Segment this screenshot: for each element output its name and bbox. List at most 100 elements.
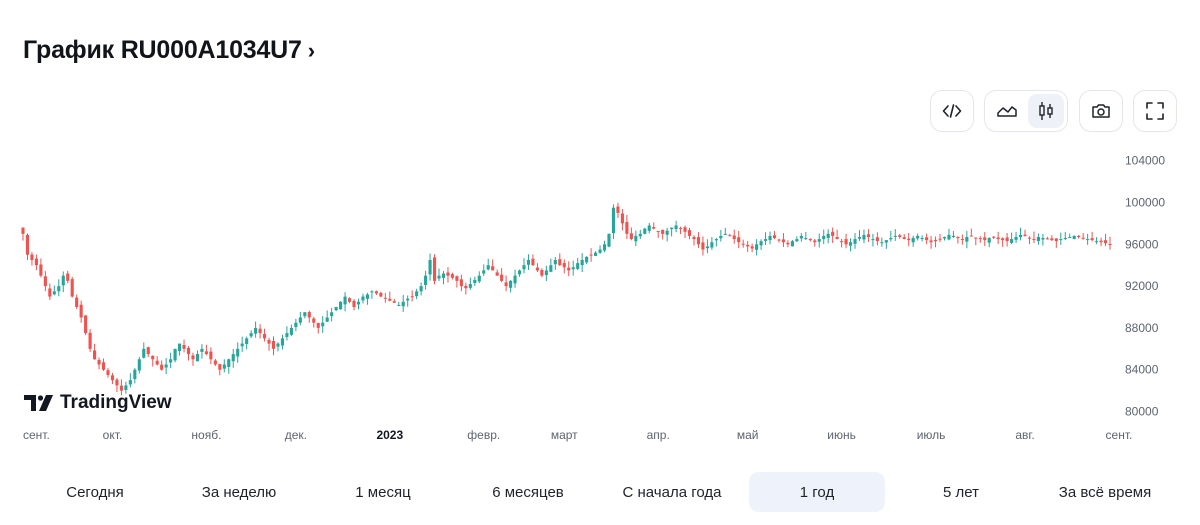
candle-body xyxy=(115,379,119,386)
candle-body xyxy=(101,362,106,370)
x-tick-label: апр. xyxy=(647,428,670,442)
candle-body xyxy=(804,238,808,240)
candle-body xyxy=(750,246,754,249)
candle-body xyxy=(755,244,759,250)
period-week[interactable]: За неделю xyxy=(201,483,277,501)
candle-body xyxy=(1014,236,1018,240)
y-tick-label: 100000 xyxy=(1125,195,1165,209)
candle-body xyxy=(455,276,459,281)
candle-body xyxy=(209,351,213,360)
candlestick-chart[interactable]: 80000 84000 88000 92000 96000 100000 104000 се… xyxy=(0,140,1200,445)
candle-body xyxy=(598,249,602,253)
candle-body xyxy=(383,297,387,299)
candle-body xyxy=(916,235,920,239)
candle-body xyxy=(813,240,817,243)
candle-body xyxy=(799,235,803,239)
candle-body xyxy=(661,229,665,234)
period-ytd[interactable]: С начала года xyxy=(622,483,722,501)
x-tick-label: авг. xyxy=(1015,428,1034,442)
candle-body xyxy=(1036,236,1040,242)
candle-body xyxy=(884,240,888,243)
candle-body xyxy=(30,254,34,260)
candle-body xyxy=(249,333,253,337)
candle-body xyxy=(526,259,531,265)
candle-body xyxy=(553,259,557,265)
x-tick-label: июль xyxy=(917,428,946,442)
candle-body xyxy=(826,233,830,238)
candle-body xyxy=(240,343,244,347)
embed-code-button[interactable] xyxy=(930,90,974,132)
candle-body xyxy=(902,237,906,240)
candle-body xyxy=(576,263,580,269)
candle-body xyxy=(732,235,736,240)
candle-body xyxy=(889,238,893,240)
candle-body xyxy=(513,275,517,284)
candle-body xyxy=(517,270,522,275)
period-6-months[interactable]: 6 месяцев xyxy=(492,483,564,501)
candle-body xyxy=(701,242,705,250)
page-title[interactable]: График RU000A1034U7 › xyxy=(23,36,315,65)
candle-body xyxy=(772,235,777,239)
candle-body xyxy=(267,339,271,344)
candle-body xyxy=(790,241,794,247)
candle-body xyxy=(848,242,853,246)
candle-body xyxy=(495,272,499,276)
candle-body xyxy=(960,239,964,241)
fullscreen-button[interactable] xyxy=(1133,90,1177,132)
candle-body xyxy=(330,312,334,317)
candle-body xyxy=(231,354,235,362)
candle-body xyxy=(567,267,571,271)
candle-body xyxy=(276,343,280,347)
candle-body xyxy=(146,347,150,355)
period-today[interactable]: Сегодня xyxy=(66,483,124,501)
candle-body xyxy=(289,327,293,335)
candle-body xyxy=(1032,238,1036,240)
candle-body xyxy=(450,274,454,278)
candle-body xyxy=(262,334,267,339)
candle-body xyxy=(602,244,607,251)
candle-body xyxy=(763,239,768,241)
candle-body xyxy=(759,241,763,246)
candle-body xyxy=(992,236,996,238)
candle-body xyxy=(1108,243,1112,245)
candle-body xyxy=(374,291,378,294)
period-1-year[interactable]: 1 год xyxy=(749,472,885,512)
screenshot-button[interactable] xyxy=(1079,90,1123,132)
area-chart-button[interactable] xyxy=(989,94,1025,128)
candle-body xyxy=(164,364,168,368)
candle-body xyxy=(1090,238,1094,241)
candle-body xyxy=(1050,238,1054,241)
candle-body xyxy=(177,343,182,352)
period-all-time[interactable]: За всё время xyxy=(1058,483,1152,501)
candle-body xyxy=(1059,239,1063,241)
period-1-month[interactable]: 1 месяц xyxy=(355,483,411,501)
candles-layer xyxy=(21,202,1112,396)
candle-body xyxy=(437,275,441,279)
candle-body xyxy=(21,227,25,234)
candle-body xyxy=(424,275,428,285)
candle-body xyxy=(392,301,396,303)
candle-body xyxy=(356,301,361,305)
period-5-years[interactable]: 5 лет xyxy=(943,483,979,501)
candle-body xyxy=(719,235,723,239)
candle-body xyxy=(370,291,374,293)
candle-body xyxy=(996,237,1000,240)
area-chart-icon xyxy=(997,106,1017,117)
candle-body xyxy=(1027,237,1032,239)
candle-body xyxy=(920,238,924,240)
y-tick-label: 104000 xyxy=(1125,154,1165,168)
candle-body xyxy=(1041,238,1045,240)
candlestick-button[interactable] xyxy=(1028,94,1064,128)
candle-body xyxy=(1005,237,1009,242)
candle-body xyxy=(549,265,553,272)
x-tick-label: нояб. xyxy=(191,428,221,442)
candle-body xyxy=(97,359,101,365)
candle-body xyxy=(88,332,92,349)
x-tick-label: 2023 xyxy=(376,428,403,442)
candle-body xyxy=(1072,235,1076,239)
candle-body xyxy=(195,354,200,362)
candle-body xyxy=(768,235,772,241)
candle-body xyxy=(39,264,43,276)
candle-body xyxy=(137,359,141,371)
candle-body xyxy=(236,348,240,357)
